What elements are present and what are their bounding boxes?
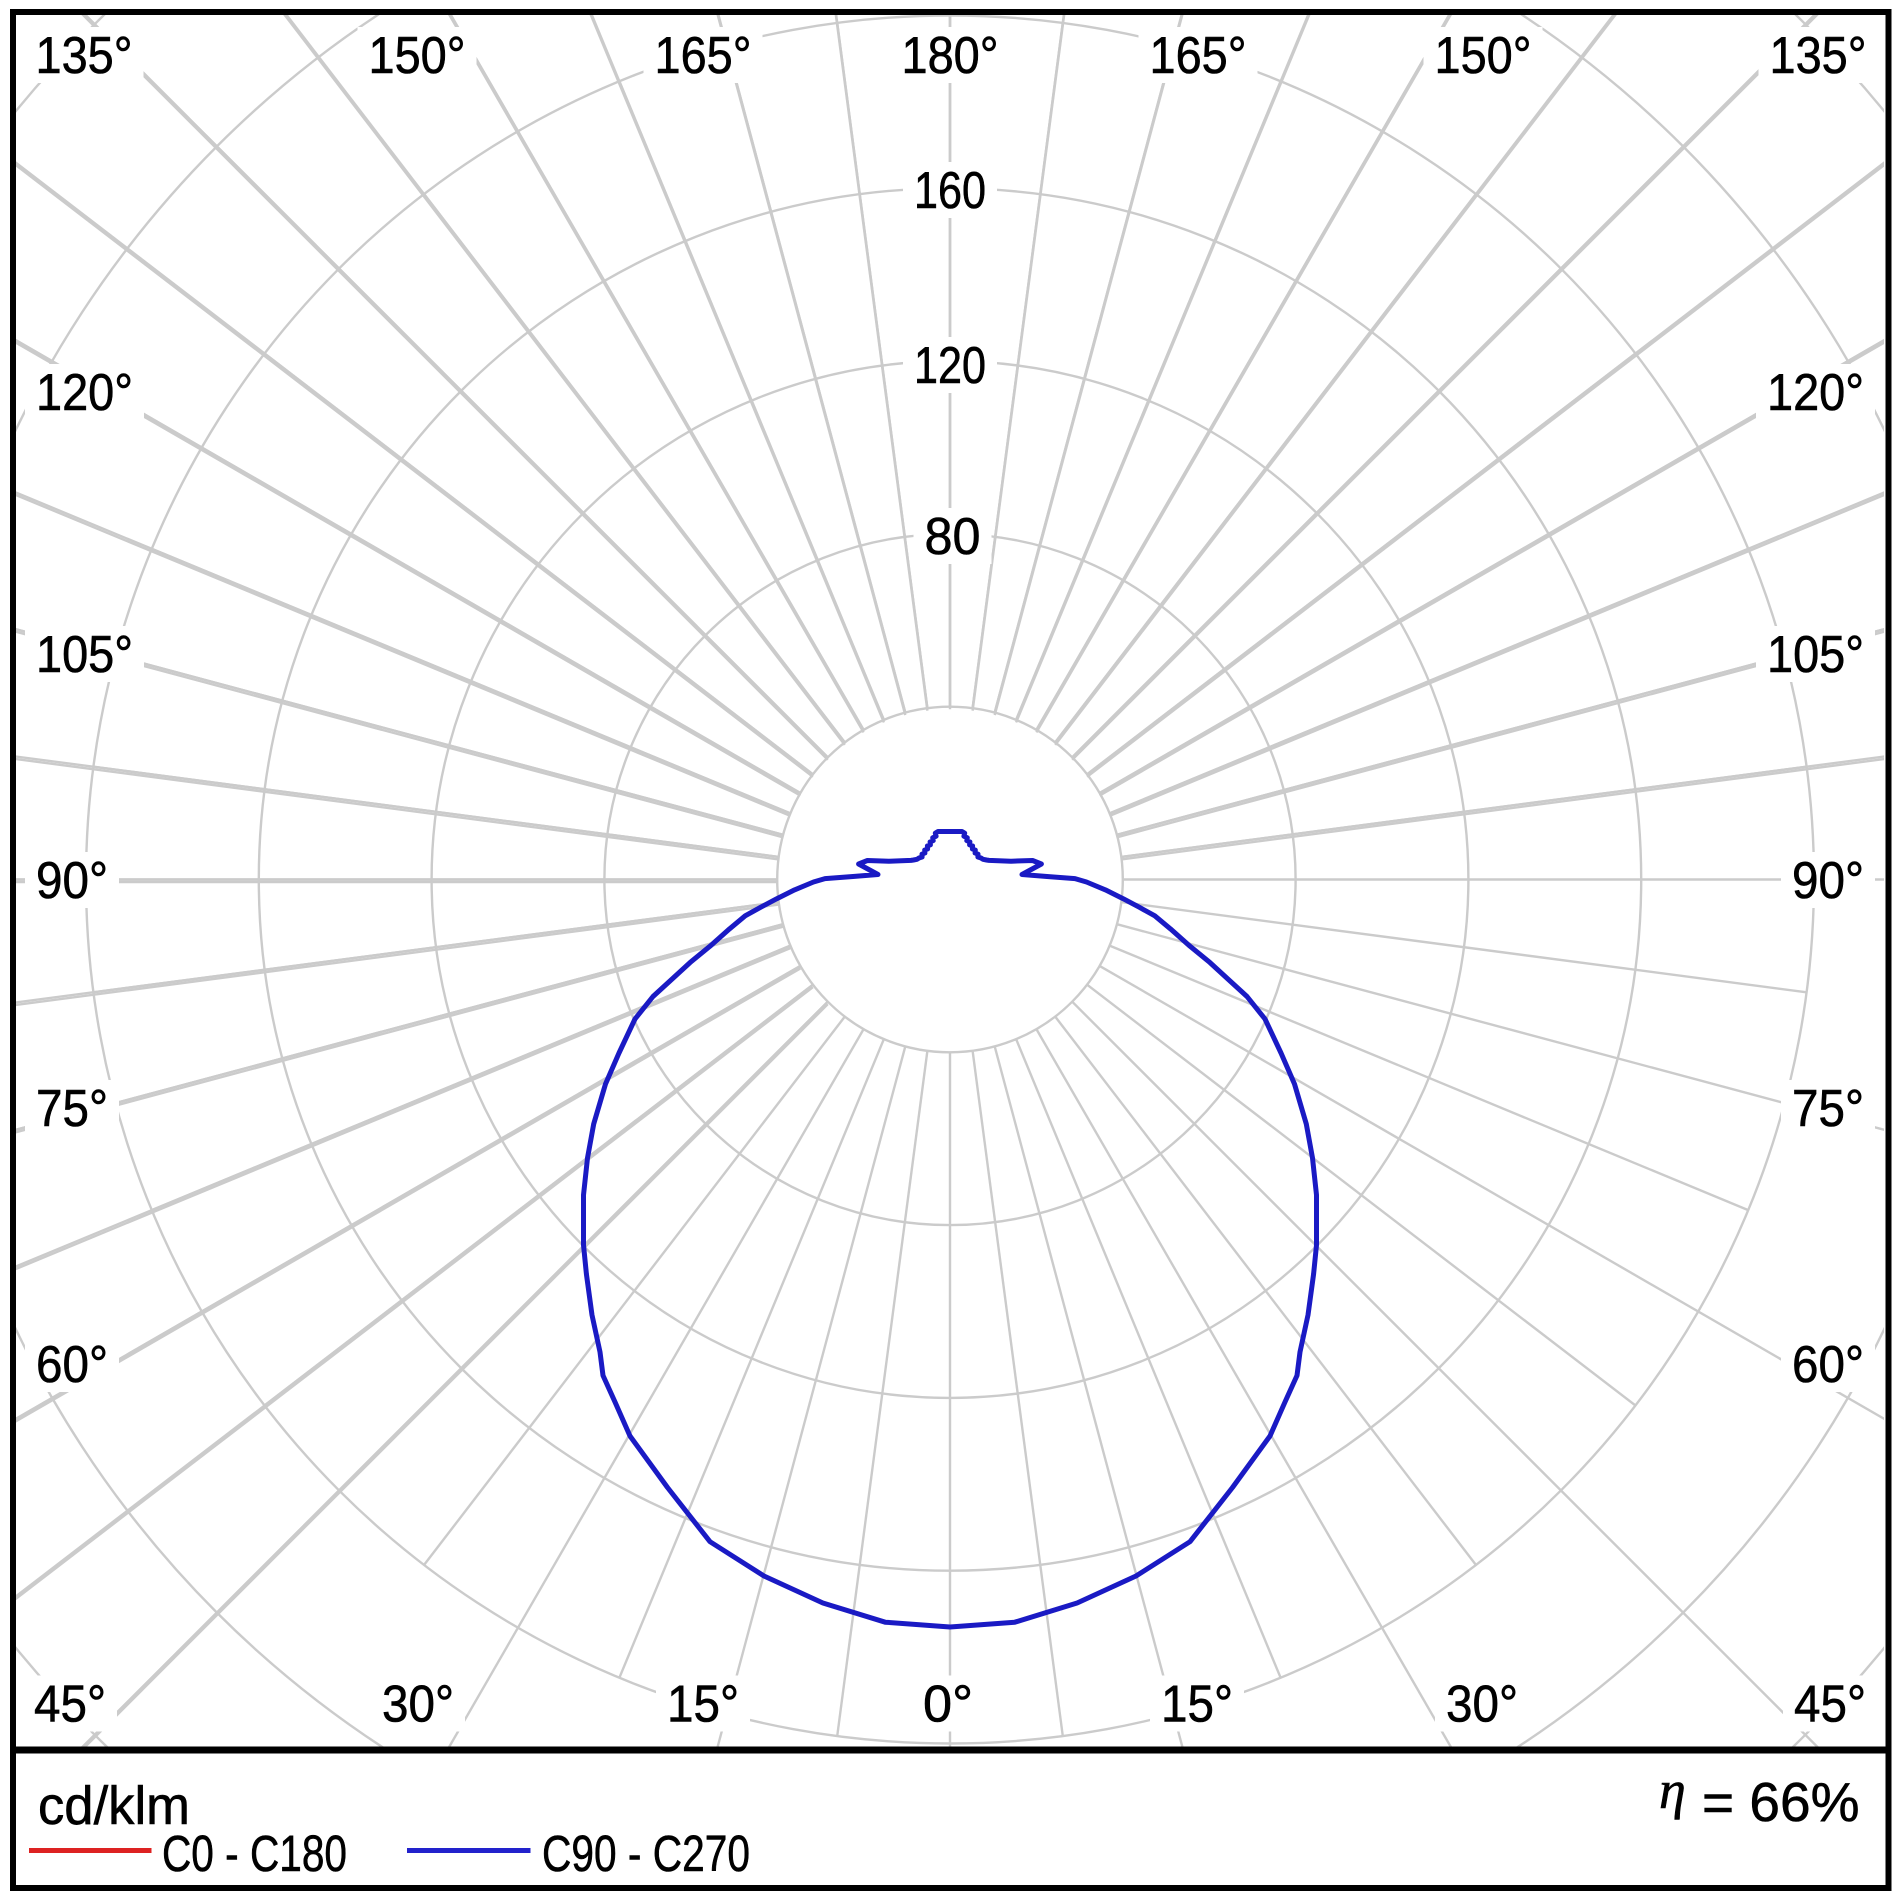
svg-text:C0 - C180: C0 - C180 <box>162 1825 347 1882</box>
svg-text:30°: 30° <box>382 1676 454 1734</box>
svg-text:45°: 45° <box>34 1676 106 1734</box>
svg-text:60°: 60° <box>36 1336 108 1394</box>
svg-text:150°: 150° <box>369 27 466 85</box>
svg-text:0°: 0° <box>923 1676 973 1734</box>
svg-text:= 66%: = 66% <box>1702 1771 1859 1833</box>
svg-text:15°: 15° <box>1161 1676 1233 1734</box>
svg-text:120°: 120° <box>36 364 133 422</box>
svg-text:15°: 15° <box>667 1676 739 1734</box>
svg-text:165°: 165° <box>1150 27 1247 85</box>
svg-text:180°: 180° <box>902 27 999 85</box>
svg-text:C90 - C270: C90 - C270 <box>542 1825 750 1882</box>
svg-text:120°: 120° <box>1767 364 1864 422</box>
svg-text:135°: 135° <box>1770 27 1867 85</box>
svg-text:η: η <box>1659 1760 1686 1820</box>
svg-text:80: 80 <box>925 508 981 566</box>
svg-text:135°: 135° <box>36 27 133 85</box>
svg-text:75°: 75° <box>36 1080 108 1138</box>
svg-text:150°: 150° <box>1435 27 1532 85</box>
svg-text:45°: 45° <box>1794 1676 1866 1734</box>
svg-text:105°: 105° <box>1767 626 1864 684</box>
svg-text:160: 160 <box>914 162 986 220</box>
svg-text:30°: 30° <box>1446 1676 1518 1734</box>
svg-text:90°: 90° <box>36 852 108 910</box>
svg-text:90°: 90° <box>1792 852 1864 910</box>
svg-text:60°: 60° <box>1792 1336 1864 1394</box>
svg-text:105°: 105° <box>36 626 133 684</box>
svg-text:75°: 75° <box>1792 1080 1864 1138</box>
svg-text:165°: 165° <box>655 27 752 85</box>
svg-text:cd/klm: cd/klm <box>38 1776 190 1836</box>
svg-text:120: 120 <box>914 337 986 395</box>
